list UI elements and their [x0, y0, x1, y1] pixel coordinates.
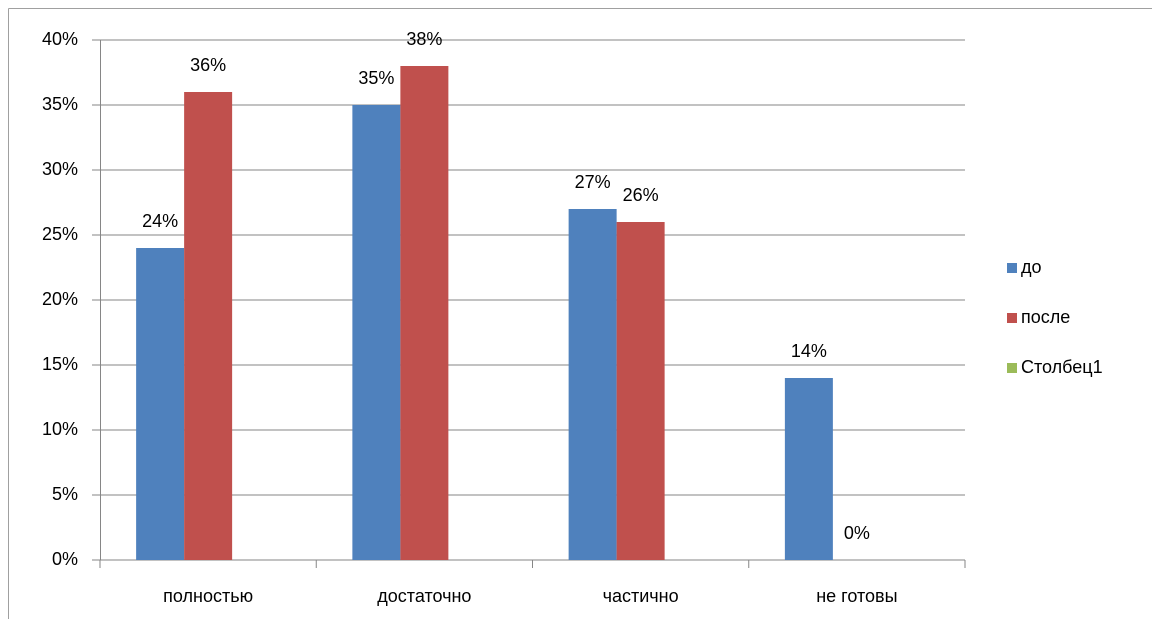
bar	[184, 92, 233, 560]
y-tick-label: 0%	[52, 549, 78, 569]
legend-swatch	[1007, 313, 1017, 323]
legend-label: после	[1021, 307, 1070, 327]
data-label: 24%	[142, 211, 178, 231]
y-tick-label: 35%	[42, 94, 78, 114]
data-label: 0%	[844, 523, 870, 543]
x-tick-label: не готовы	[816, 586, 897, 606]
data-label: 27%	[575, 172, 611, 192]
y-tick-label: 10%	[42, 419, 78, 439]
legend-swatch	[1007, 363, 1017, 373]
x-tick-label: частично	[603, 586, 679, 606]
x-tick-label: полностью	[163, 586, 253, 606]
y-tick-label: 30%	[42, 159, 78, 179]
data-label: 26%	[623, 185, 659, 205]
y-tick-label: 40%	[42, 29, 78, 49]
bar	[616, 222, 665, 560]
legend-swatch	[1007, 263, 1017, 273]
bar	[400, 66, 449, 560]
data-label: 35%	[358, 68, 394, 88]
y-tick-label: 25%	[42, 224, 78, 244]
x-tick-label: достаточно	[377, 586, 471, 606]
bar	[136, 248, 185, 560]
bar	[568, 209, 617, 560]
bar	[352, 105, 401, 560]
y-tick-label: 20%	[42, 289, 78, 309]
y-tick-label: 5%	[52, 484, 78, 504]
legend-label: до	[1021, 257, 1042, 277]
data-label: 38%	[406, 29, 442, 49]
bar	[784, 378, 833, 560]
data-label: 36%	[190, 55, 226, 75]
legend-label: Столбец1	[1021, 357, 1103, 377]
y-tick-label: 15%	[42, 354, 78, 374]
data-label: 14%	[791, 341, 827, 361]
